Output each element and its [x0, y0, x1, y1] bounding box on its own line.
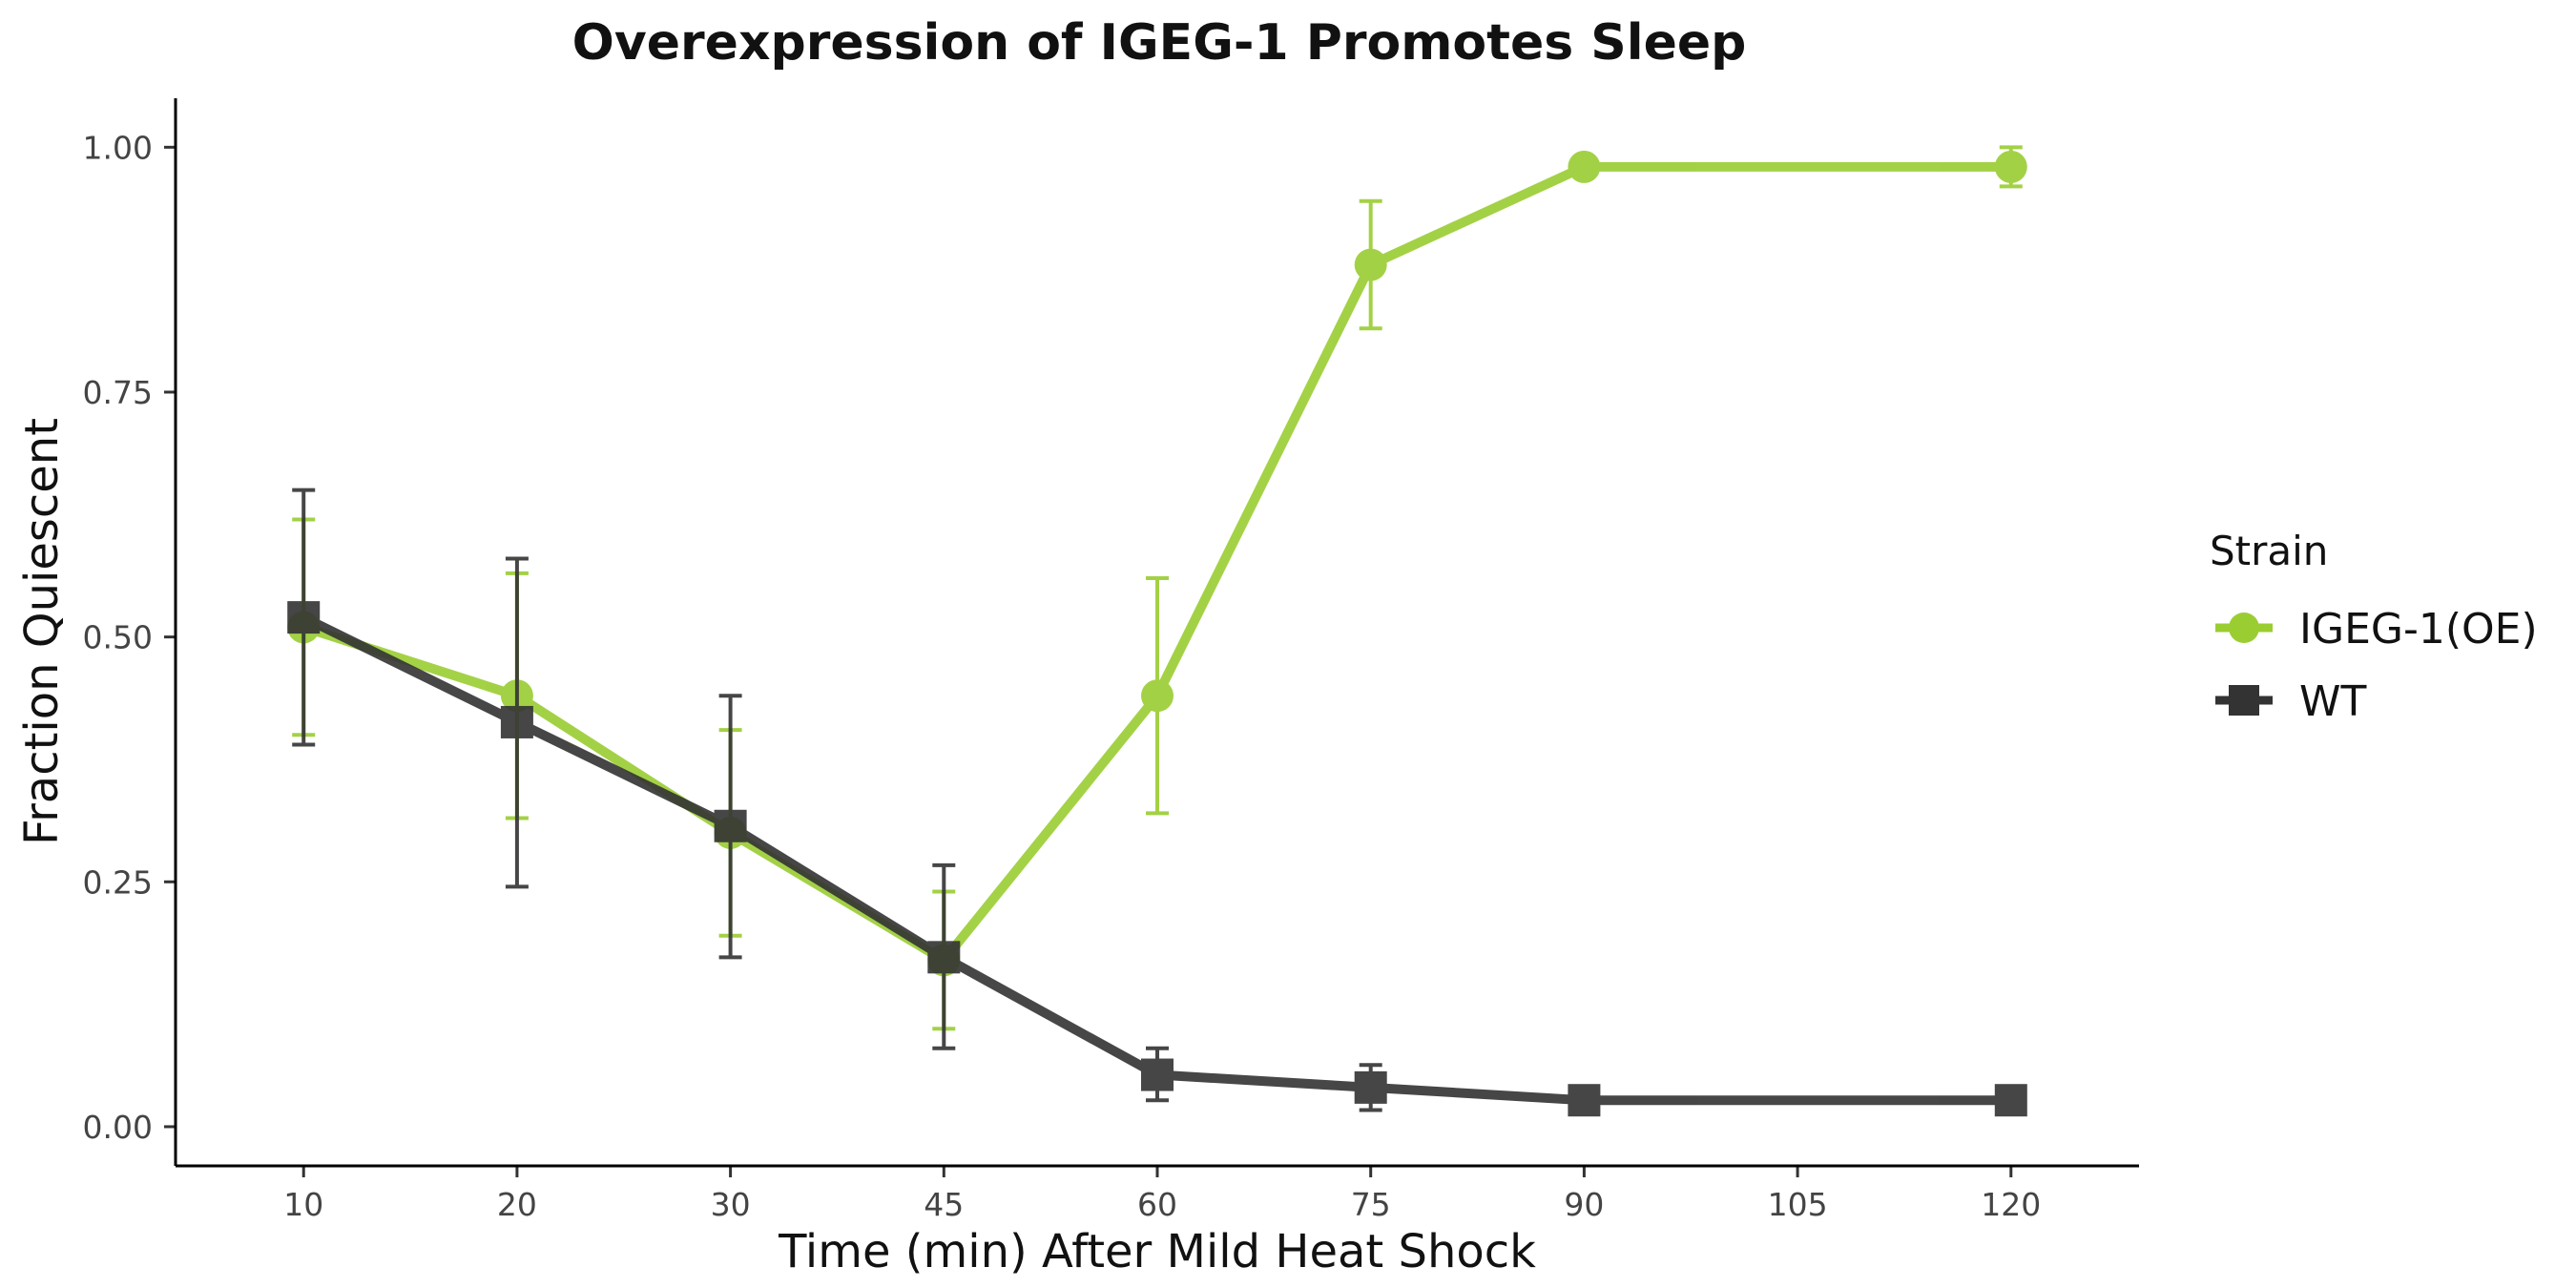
x-tick-label: 90 — [1564, 1186, 1604, 1223]
chart-title: Overexpression of IGEG-1 Promotes Sleep — [572, 14, 1747, 72]
y-tick-label: 0.75 — [83, 374, 153, 411]
data-point-circle — [1994, 150, 2027, 183]
series-igeg-1-oe — [287, 145, 2027, 1031]
data-point-circle — [1568, 150, 1601, 183]
legend-key-circle-marker — [2229, 613, 2259, 643]
x-tick-label: 10 — [283, 1186, 323, 1223]
x-tick-label: 60 — [1137, 1186, 1177, 1223]
data-point-square — [1354, 1070, 1387, 1104]
series-line — [299, 613, 2016, 1106]
y-tick-label: 0.00 — [83, 1109, 153, 1146]
plot-area: 0.00 0.25 0.50 0.75 1.00 10 20 30 45 60 75 90 105 120 — [83, 129, 2042, 1223]
legend: Strain IGEG-1(OE) WT — [2210, 528, 2538, 726]
data-point-square — [714, 809, 747, 842]
y-axis-title: Fraction Quiescent — [15, 418, 69, 845]
data-point-square — [1141, 1058, 1174, 1091]
legend-item-wt: WT — [2215, 677, 2367, 726]
y-tick-label: 0.25 — [83, 863, 153, 901]
legend-label: WT — [2299, 677, 2367, 726]
data-point-circle — [1141, 679, 1174, 713]
x-tick-label: 20 — [497, 1186, 537, 1223]
x-tick-label: 120 — [1981, 1186, 2041, 1223]
legend-item-igeg-1-oe: IGEG-1(OE) — [2215, 605, 2538, 654]
data-point-square — [927, 941, 961, 974]
legend-title: Strain — [2210, 528, 2328, 574]
data-point-circle — [1354, 248, 1387, 281]
x-tick-label: 30 — [711, 1186, 751, 1223]
data-point-square — [1994, 1084, 2027, 1117]
x-tick-label: 45 — [924, 1186, 964, 1223]
x-axis-title: Time (min) After Mild Heat Shock — [778, 1225, 1536, 1278]
data-point-square — [500, 705, 533, 738]
y-tick-label: 1.00 — [83, 129, 153, 166]
data-point-square — [1568, 1084, 1601, 1117]
data-point-square — [287, 601, 321, 634]
series-line — [299, 161, 2016, 966]
legend-label: IGEG-1(OE) — [2299, 605, 2538, 654]
x-tick-label: 75 — [1351, 1186, 1391, 1223]
series-wt — [287, 488, 2027, 1117]
x-tick-label: 105 — [1768, 1186, 1828, 1223]
legend-key-square-marker — [2229, 685, 2259, 716]
y-tick-label: 0.50 — [83, 619, 153, 656]
